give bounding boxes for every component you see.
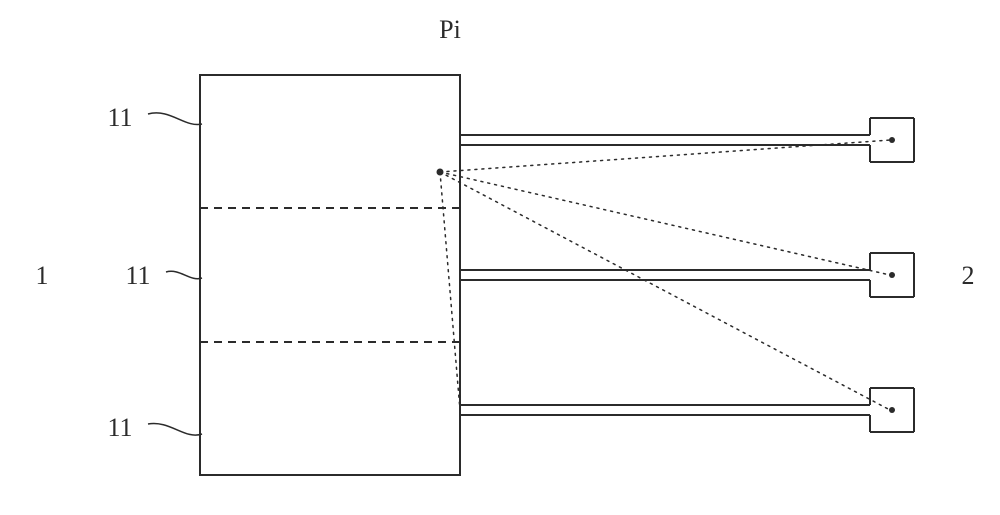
end-dot-1: [889, 272, 895, 278]
label-pi: Pi: [439, 15, 461, 44]
leader-eleven-1: [166, 271, 202, 278]
end-dot-0: [889, 137, 895, 143]
label-11-2: 11: [107, 413, 132, 442]
label-11-1: 11: [125, 261, 150, 290]
end-dot-2: [889, 407, 895, 413]
label-2: 2: [962, 261, 975, 290]
label-1: 1: [36, 261, 49, 290]
main-block: [200, 75, 460, 475]
leader-eleven-0: [148, 113, 202, 125]
pi-ray-1: [440, 172, 890, 275]
pi-ray-3: [440, 172, 890, 410]
leader-eleven-2: [148, 423, 202, 435]
label-11-0: 11: [107, 103, 132, 132]
